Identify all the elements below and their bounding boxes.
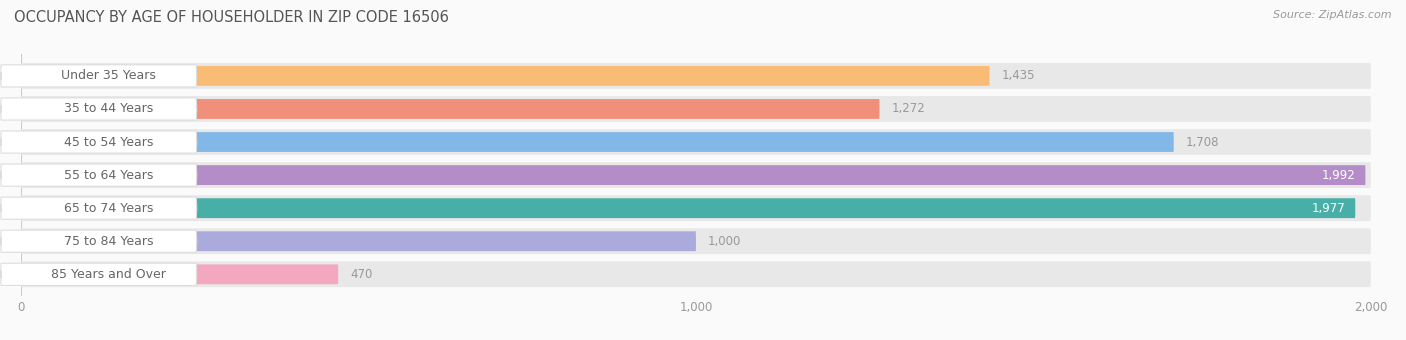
FancyBboxPatch shape [21, 63, 1371, 89]
FancyBboxPatch shape [1, 65, 197, 87]
Text: 45 to 54 Years: 45 to 54 Years [65, 136, 153, 149]
FancyBboxPatch shape [21, 132, 1174, 152]
Text: 1,435: 1,435 [1001, 69, 1035, 82]
FancyBboxPatch shape [21, 66, 990, 86]
FancyBboxPatch shape [21, 198, 1355, 218]
FancyBboxPatch shape [1, 164, 197, 186]
Text: OCCUPANCY BY AGE OF HOUSEHOLDER IN ZIP CODE 16506: OCCUPANCY BY AGE OF HOUSEHOLDER IN ZIP C… [14, 10, 449, 25]
FancyBboxPatch shape [21, 228, 1371, 254]
FancyBboxPatch shape [21, 96, 1371, 122]
FancyBboxPatch shape [21, 129, 1371, 155]
FancyBboxPatch shape [21, 265, 339, 284]
Text: 85 Years and Over: 85 Years and Over [52, 268, 166, 281]
Text: 35 to 44 Years: 35 to 44 Years [65, 102, 153, 116]
FancyBboxPatch shape [1, 131, 197, 153]
FancyBboxPatch shape [1, 263, 197, 285]
Text: Under 35 Years: Under 35 Years [62, 69, 156, 82]
Text: 1,708: 1,708 [1185, 136, 1219, 149]
FancyBboxPatch shape [21, 261, 1371, 287]
FancyBboxPatch shape [21, 165, 1365, 185]
FancyBboxPatch shape [1, 197, 197, 219]
Text: 75 to 84 Years: 75 to 84 Years [65, 235, 153, 248]
Text: Source: ZipAtlas.com: Source: ZipAtlas.com [1274, 10, 1392, 20]
Text: 1,977: 1,977 [1312, 202, 1346, 215]
FancyBboxPatch shape [21, 99, 880, 119]
Text: 65 to 74 Years: 65 to 74 Years [65, 202, 153, 215]
Text: 1,272: 1,272 [891, 102, 925, 116]
FancyBboxPatch shape [21, 162, 1371, 188]
FancyBboxPatch shape [21, 195, 1371, 221]
Text: 55 to 64 Years: 55 to 64 Years [65, 169, 153, 182]
Text: 1,000: 1,000 [709, 235, 741, 248]
FancyBboxPatch shape [21, 231, 696, 251]
FancyBboxPatch shape [1, 98, 197, 120]
FancyBboxPatch shape [1, 230, 197, 252]
Text: 470: 470 [350, 268, 373, 281]
Text: 1,992: 1,992 [1322, 169, 1355, 182]
